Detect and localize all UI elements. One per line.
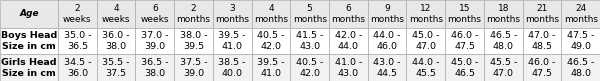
Bar <box>368 54 406 81</box>
Text: 41.0 -
43.0: 41.0 - 43.0 <box>335 58 362 78</box>
Text: 9
months: 9 months <box>370 4 404 24</box>
Text: 15
months: 15 months <box>448 4 482 24</box>
Bar <box>445 0 484 28</box>
Text: 24
months: 24 months <box>563 4 598 24</box>
Bar <box>0 0 58 28</box>
Text: 3
months: 3 months <box>215 4 249 24</box>
Text: 4
weeks: 4 weeks <box>102 4 130 24</box>
Text: 41.5 -
43.0: 41.5 - 43.0 <box>296 31 323 51</box>
Bar <box>97 28 136 54</box>
Bar <box>329 28 368 54</box>
Text: 39.5 -
41.0: 39.5 - 41.0 <box>218 31 246 51</box>
Bar <box>561 0 600 28</box>
Text: 47.0 -
48.5: 47.0 - 48.5 <box>528 31 556 51</box>
Bar <box>368 28 406 54</box>
Bar <box>251 28 290 54</box>
Text: 2
weeks: 2 weeks <box>63 4 92 24</box>
Bar <box>58 28 97 54</box>
Text: 38.5 -
40.0: 38.5 - 40.0 <box>218 58 246 78</box>
Text: 4
months: 4 months <box>254 4 288 24</box>
Bar <box>174 28 213 54</box>
Bar <box>136 54 174 81</box>
Bar <box>213 54 251 81</box>
Bar <box>484 0 523 28</box>
Text: 18
months: 18 months <box>486 4 520 24</box>
Bar <box>368 0 406 28</box>
Bar <box>174 0 213 28</box>
Bar <box>445 28 484 54</box>
Bar <box>251 0 290 28</box>
Bar <box>290 0 329 28</box>
Bar <box>523 0 561 28</box>
Text: 45.5 -
47.0: 45.5 - 47.0 <box>490 58 517 78</box>
Text: Age: Age <box>19 9 39 18</box>
Bar <box>406 54 445 81</box>
Bar <box>484 54 523 81</box>
Bar <box>136 28 174 54</box>
Text: 6
weeks: 6 weeks <box>140 4 169 24</box>
Bar <box>329 54 368 81</box>
Bar <box>406 0 445 28</box>
Text: 45.0 -
47.0: 45.0 - 47.0 <box>412 31 439 51</box>
Text: 43.0 -
44.5: 43.0 - 44.5 <box>373 58 401 78</box>
Bar <box>213 0 251 28</box>
Text: 46.5 -
48.0: 46.5 - 48.0 <box>490 31 517 51</box>
Bar <box>58 0 97 28</box>
Bar <box>97 0 136 28</box>
Bar <box>213 28 251 54</box>
Text: Boys Head
Size in cm: Boys Head Size in cm <box>1 31 57 51</box>
Text: 45.0 -
46.5: 45.0 - 46.5 <box>451 58 478 78</box>
Bar <box>251 54 290 81</box>
Bar <box>561 28 600 54</box>
Bar <box>58 54 97 81</box>
Text: Girls Head
Size in cm: Girls Head Size in cm <box>1 58 57 78</box>
Bar <box>290 54 329 81</box>
Bar <box>136 0 174 28</box>
Text: 37.0 -
39.0: 37.0 - 39.0 <box>141 31 169 51</box>
Text: 12
months: 12 months <box>409 4 443 24</box>
Text: 21
months: 21 months <box>525 4 559 24</box>
Text: 37.5 -
39.0: 37.5 - 39.0 <box>180 58 207 78</box>
Bar <box>0 28 58 54</box>
Bar <box>174 54 213 81</box>
Text: 46.0 -
47.5: 46.0 - 47.5 <box>528 58 556 78</box>
Bar <box>523 28 561 54</box>
Text: 34.5 -
36.0: 34.5 - 36.0 <box>64 58 91 78</box>
Bar <box>406 28 445 54</box>
Bar <box>329 0 368 28</box>
Text: 2
months: 2 months <box>176 4 211 24</box>
Text: 42.0 -
44.0: 42.0 - 44.0 <box>335 31 362 51</box>
Bar <box>561 54 600 81</box>
Text: 6
months: 6 months <box>331 4 365 24</box>
Text: 36.5 -
38.0: 36.5 - 38.0 <box>141 58 169 78</box>
Bar <box>0 54 58 81</box>
Text: 46.0 -
47.5: 46.0 - 47.5 <box>451 31 478 51</box>
Text: 44.0 -
45.5: 44.0 - 45.5 <box>412 58 439 78</box>
Text: 39.5 -
41.0: 39.5 - 41.0 <box>257 58 284 78</box>
Text: 38.0 -
39.5: 38.0 - 39.5 <box>180 31 207 51</box>
Text: 40.5 -
42.0: 40.5 - 42.0 <box>296 58 323 78</box>
Text: 47.5 -
49.0: 47.5 - 49.0 <box>567 31 595 51</box>
Bar <box>523 54 561 81</box>
Bar <box>290 28 329 54</box>
Text: 40.5 -
42.0: 40.5 - 42.0 <box>257 31 284 51</box>
Text: 35.5 -
37.5: 35.5 - 37.5 <box>103 58 130 78</box>
Text: 5
months: 5 months <box>293 4 326 24</box>
Bar <box>484 28 523 54</box>
Text: 36.0 -
38.0: 36.0 - 38.0 <box>103 31 130 51</box>
Bar <box>445 54 484 81</box>
Text: 46.5 -
48.0: 46.5 - 48.0 <box>567 58 595 78</box>
Bar <box>97 54 136 81</box>
Text: 44.0 -
46.0: 44.0 - 46.0 <box>373 31 401 51</box>
Text: 35.0 -
36.5: 35.0 - 36.5 <box>64 31 91 51</box>
